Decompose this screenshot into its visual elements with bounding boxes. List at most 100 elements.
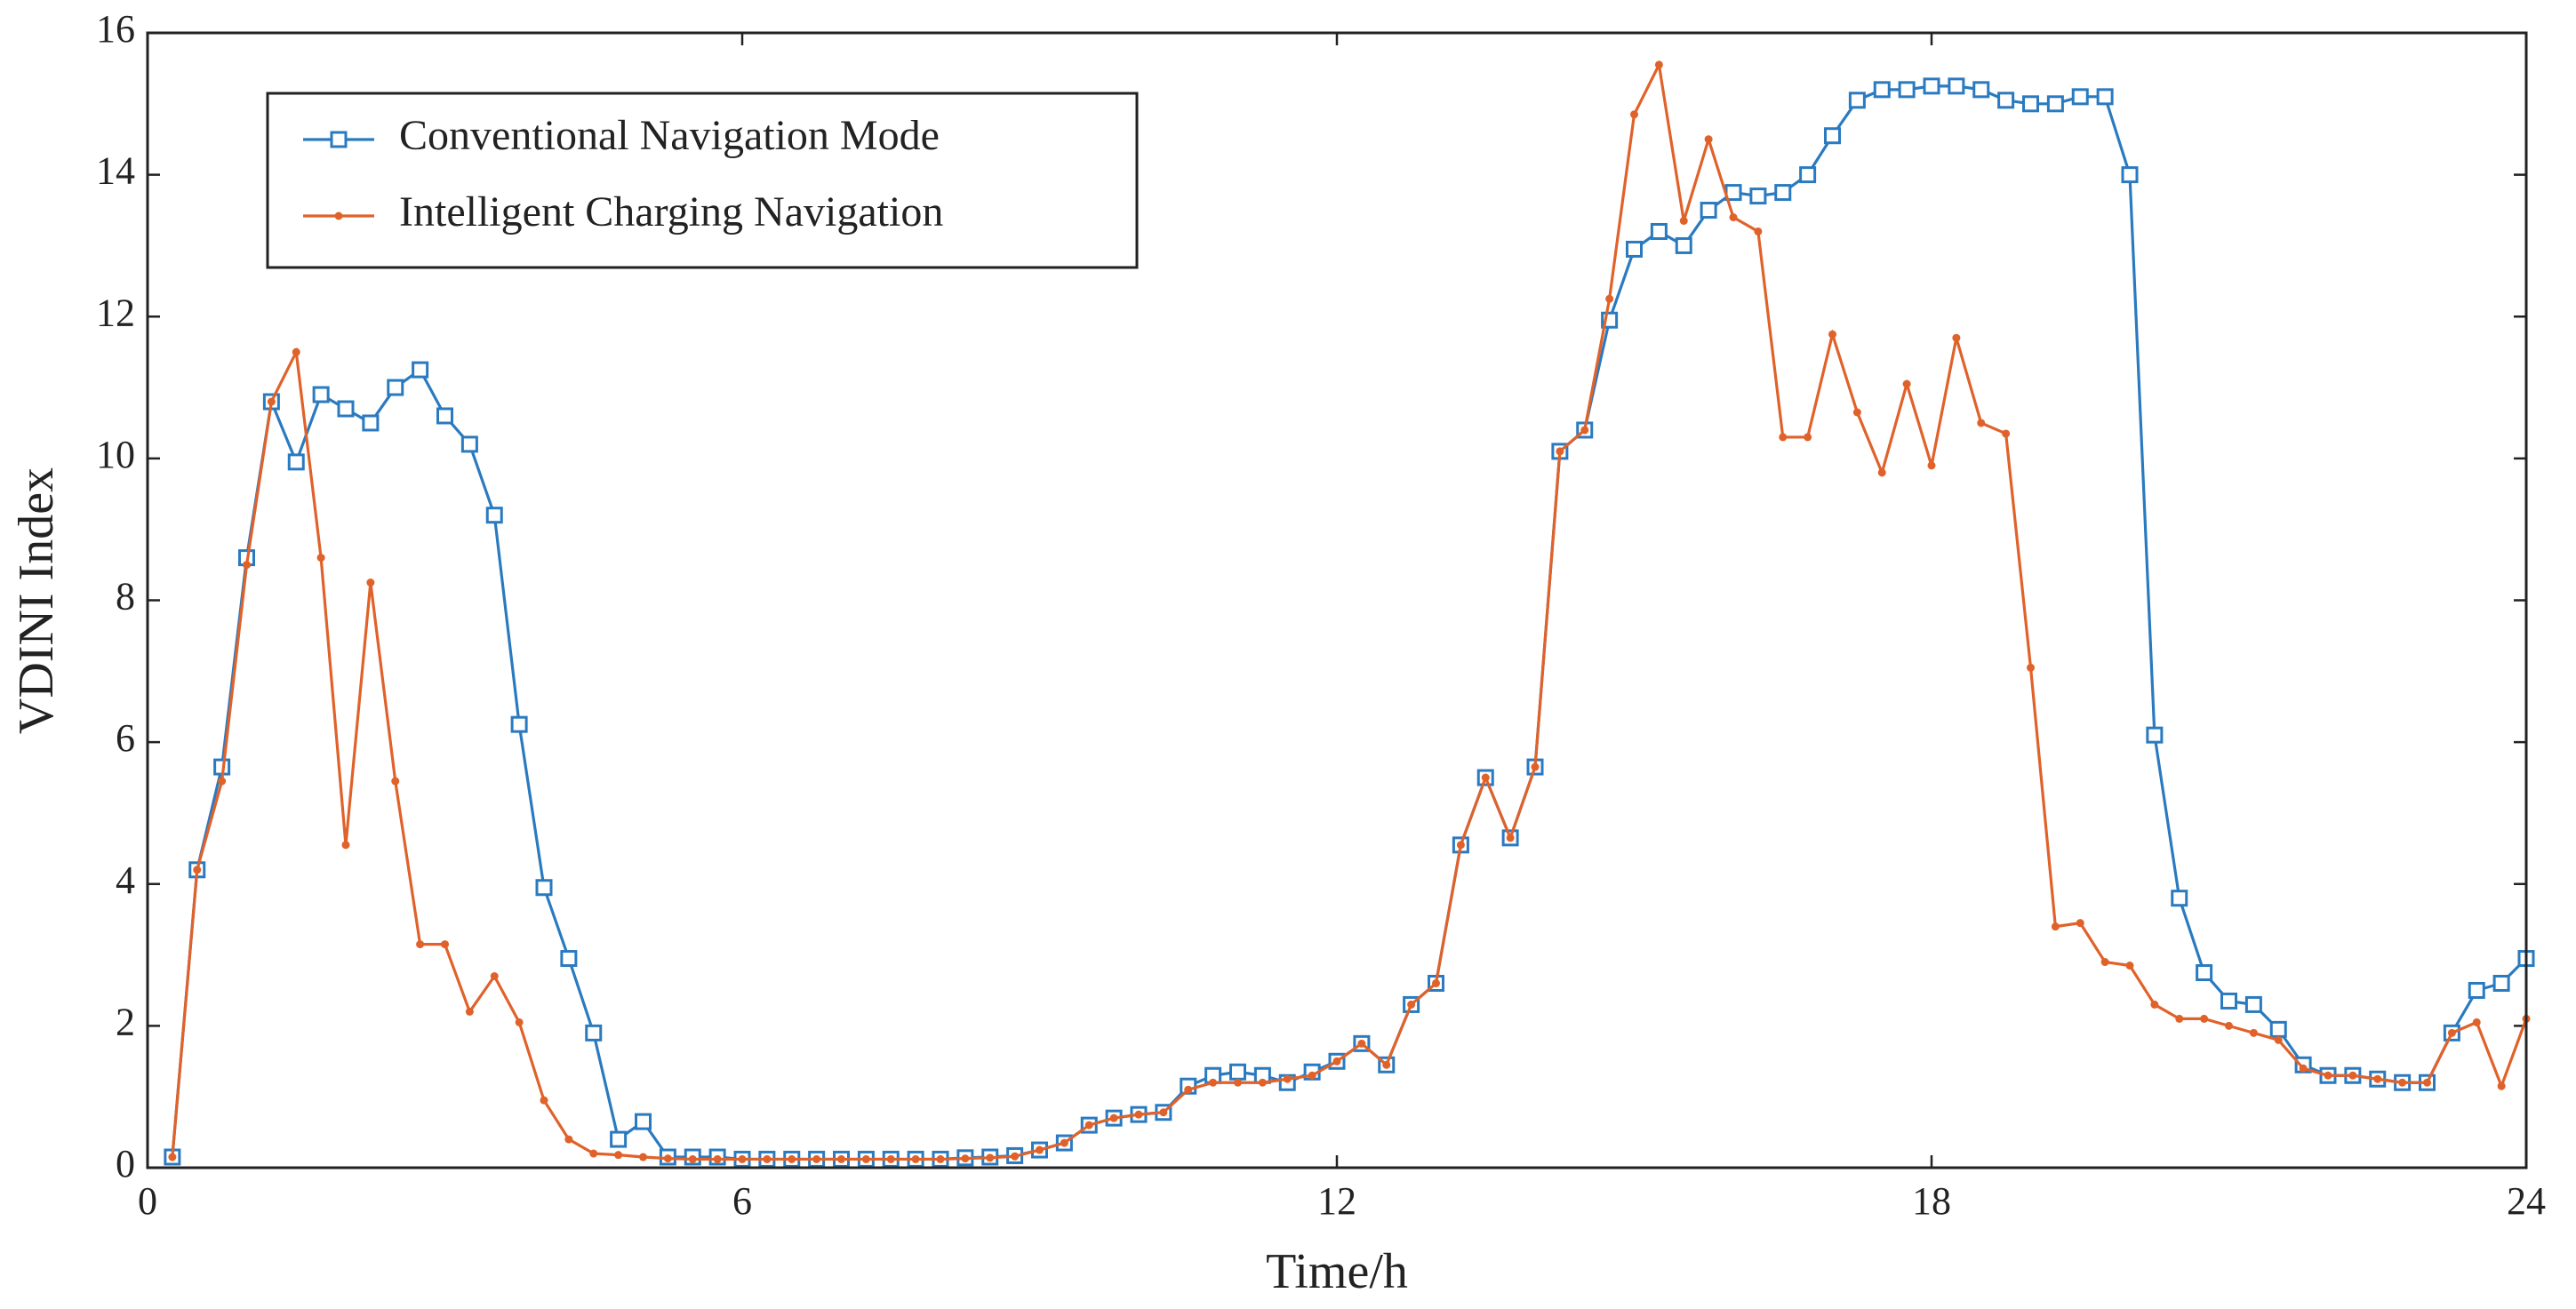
marker	[688, 1154, 697, 1163]
marker	[243, 561, 251, 570]
marker	[1799, 166, 1817, 184]
marker	[416, 940, 425, 949]
marker	[1109, 1113, 1118, 1122]
marker	[986, 1153, 995, 1162]
marker	[1754, 227, 1763, 235]
marker	[515, 1018, 524, 1026]
marker	[362, 414, 380, 432]
marker	[1927, 461, 1936, 470]
marker	[441, 940, 449, 949]
legend-label: Conventional Navigation Mode	[399, 112, 940, 159]
marker	[1977, 419, 1986, 427]
marker	[1948, 77, 1965, 95]
marker	[2200, 1014, 2209, 1023]
y-tick-label: 2	[116, 1000, 135, 1043]
y-tick-label: 6	[116, 716, 135, 760]
y-tick-label: 4	[116, 858, 135, 902]
marker	[1626, 240, 1643, 258]
marker	[1456, 841, 1465, 850]
marker	[1630, 110, 1638, 119]
marker	[936, 1154, 945, 1163]
marker	[218, 777, 227, 786]
y-tick-label: 0	[116, 1142, 135, 1185]
y-tick-label: 8	[116, 575, 135, 619]
marker	[391, 777, 400, 786]
marker	[911, 1154, 920, 1163]
marker	[812, 1154, 821, 1163]
x-tick-label: 24	[2507, 1179, 2546, 1223]
marker	[168, 1153, 177, 1161]
marker	[1824, 127, 1841, 145]
marker	[2225, 1021, 2233, 1030]
marker	[738, 1154, 747, 1163]
legend-marker	[334, 212, 343, 220]
marker	[1531, 762, 1540, 771]
marker	[1308, 1071, 1316, 1080]
marker	[1209, 1078, 1218, 1087]
marker	[1229, 1063, 1246, 1081]
marker	[1675, 236, 1692, 254]
marker	[1704, 135, 1713, 144]
marker	[1873, 81, 1891, 99]
marker	[1749, 188, 1767, 205]
marker	[2269, 1020, 2287, 1038]
marker	[2398, 1078, 2407, 1087]
marker	[2220, 992, 2237, 1010]
marker	[1506, 834, 1515, 842]
marker	[2244, 995, 2262, 1013]
marker	[2171, 890, 2188, 907]
marker	[1700, 202, 1717, 219]
marker	[1729, 213, 1738, 222]
marker	[1060, 1138, 1068, 1147]
marker	[1877, 468, 1886, 477]
marker	[2051, 922, 2060, 931]
marker	[2472, 1018, 2481, 1026]
marker	[763, 1154, 772, 1163]
marker	[564, 1135, 573, 1144]
marker	[316, 554, 325, 563]
marker	[312, 386, 330, 403]
x-tick-label: 6	[732, 1179, 752, 1223]
marker	[1679, 217, 1688, 226]
marker	[510, 715, 528, 733]
marker	[585, 1024, 603, 1042]
marker	[2146, 726, 2164, 744]
marker	[610, 1130, 628, 1148]
y-tick-label: 16	[96, 7, 135, 51]
marker	[788, 1154, 796, 1163]
x-tick-label: 18	[1912, 1179, 1951, 1223]
marker	[490, 972, 499, 981]
legend-box	[266, 92, 1139, 269]
marker	[535, 879, 553, 897]
marker	[540, 1096, 548, 1105]
marker	[2125, 962, 2134, 970]
marker	[1952, 333, 1961, 342]
marker	[366, 579, 375, 587]
series-line	[171, 60, 2528, 1161]
x-tick-label: 0	[138, 1179, 157, 1223]
marker	[287, 453, 305, 471]
marker	[1650, 222, 1668, 240]
marker	[713, 1154, 722, 1163]
marker	[639, 1153, 647, 1161]
marker	[2249, 1028, 2258, 1037]
marker	[2348, 1071, 2357, 1080]
y-tick-label: 10	[96, 433, 135, 476]
marker	[387, 379, 404, 396]
marker	[2324, 1071, 2332, 1080]
legend-marker	[330, 131, 348, 148]
marker	[1332, 1057, 1341, 1066]
y-tick-label: 14	[96, 149, 135, 193]
marker	[465, 1007, 474, 1016]
marker	[1654, 60, 1663, 69]
marker	[2373, 1074, 2382, 1083]
marker	[663, 1154, 672, 1163]
marker	[2002, 429, 2011, 438]
marker	[2175, 1014, 2184, 1023]
marker	[292, 347, 300, 356]
marker	[1283, 1074, 1292, 1083]
marker	[1432, 978, 1440, 987]
marker	[193, 866, 202, 874]
marker	[1134, 1110, 1143, 1119]
